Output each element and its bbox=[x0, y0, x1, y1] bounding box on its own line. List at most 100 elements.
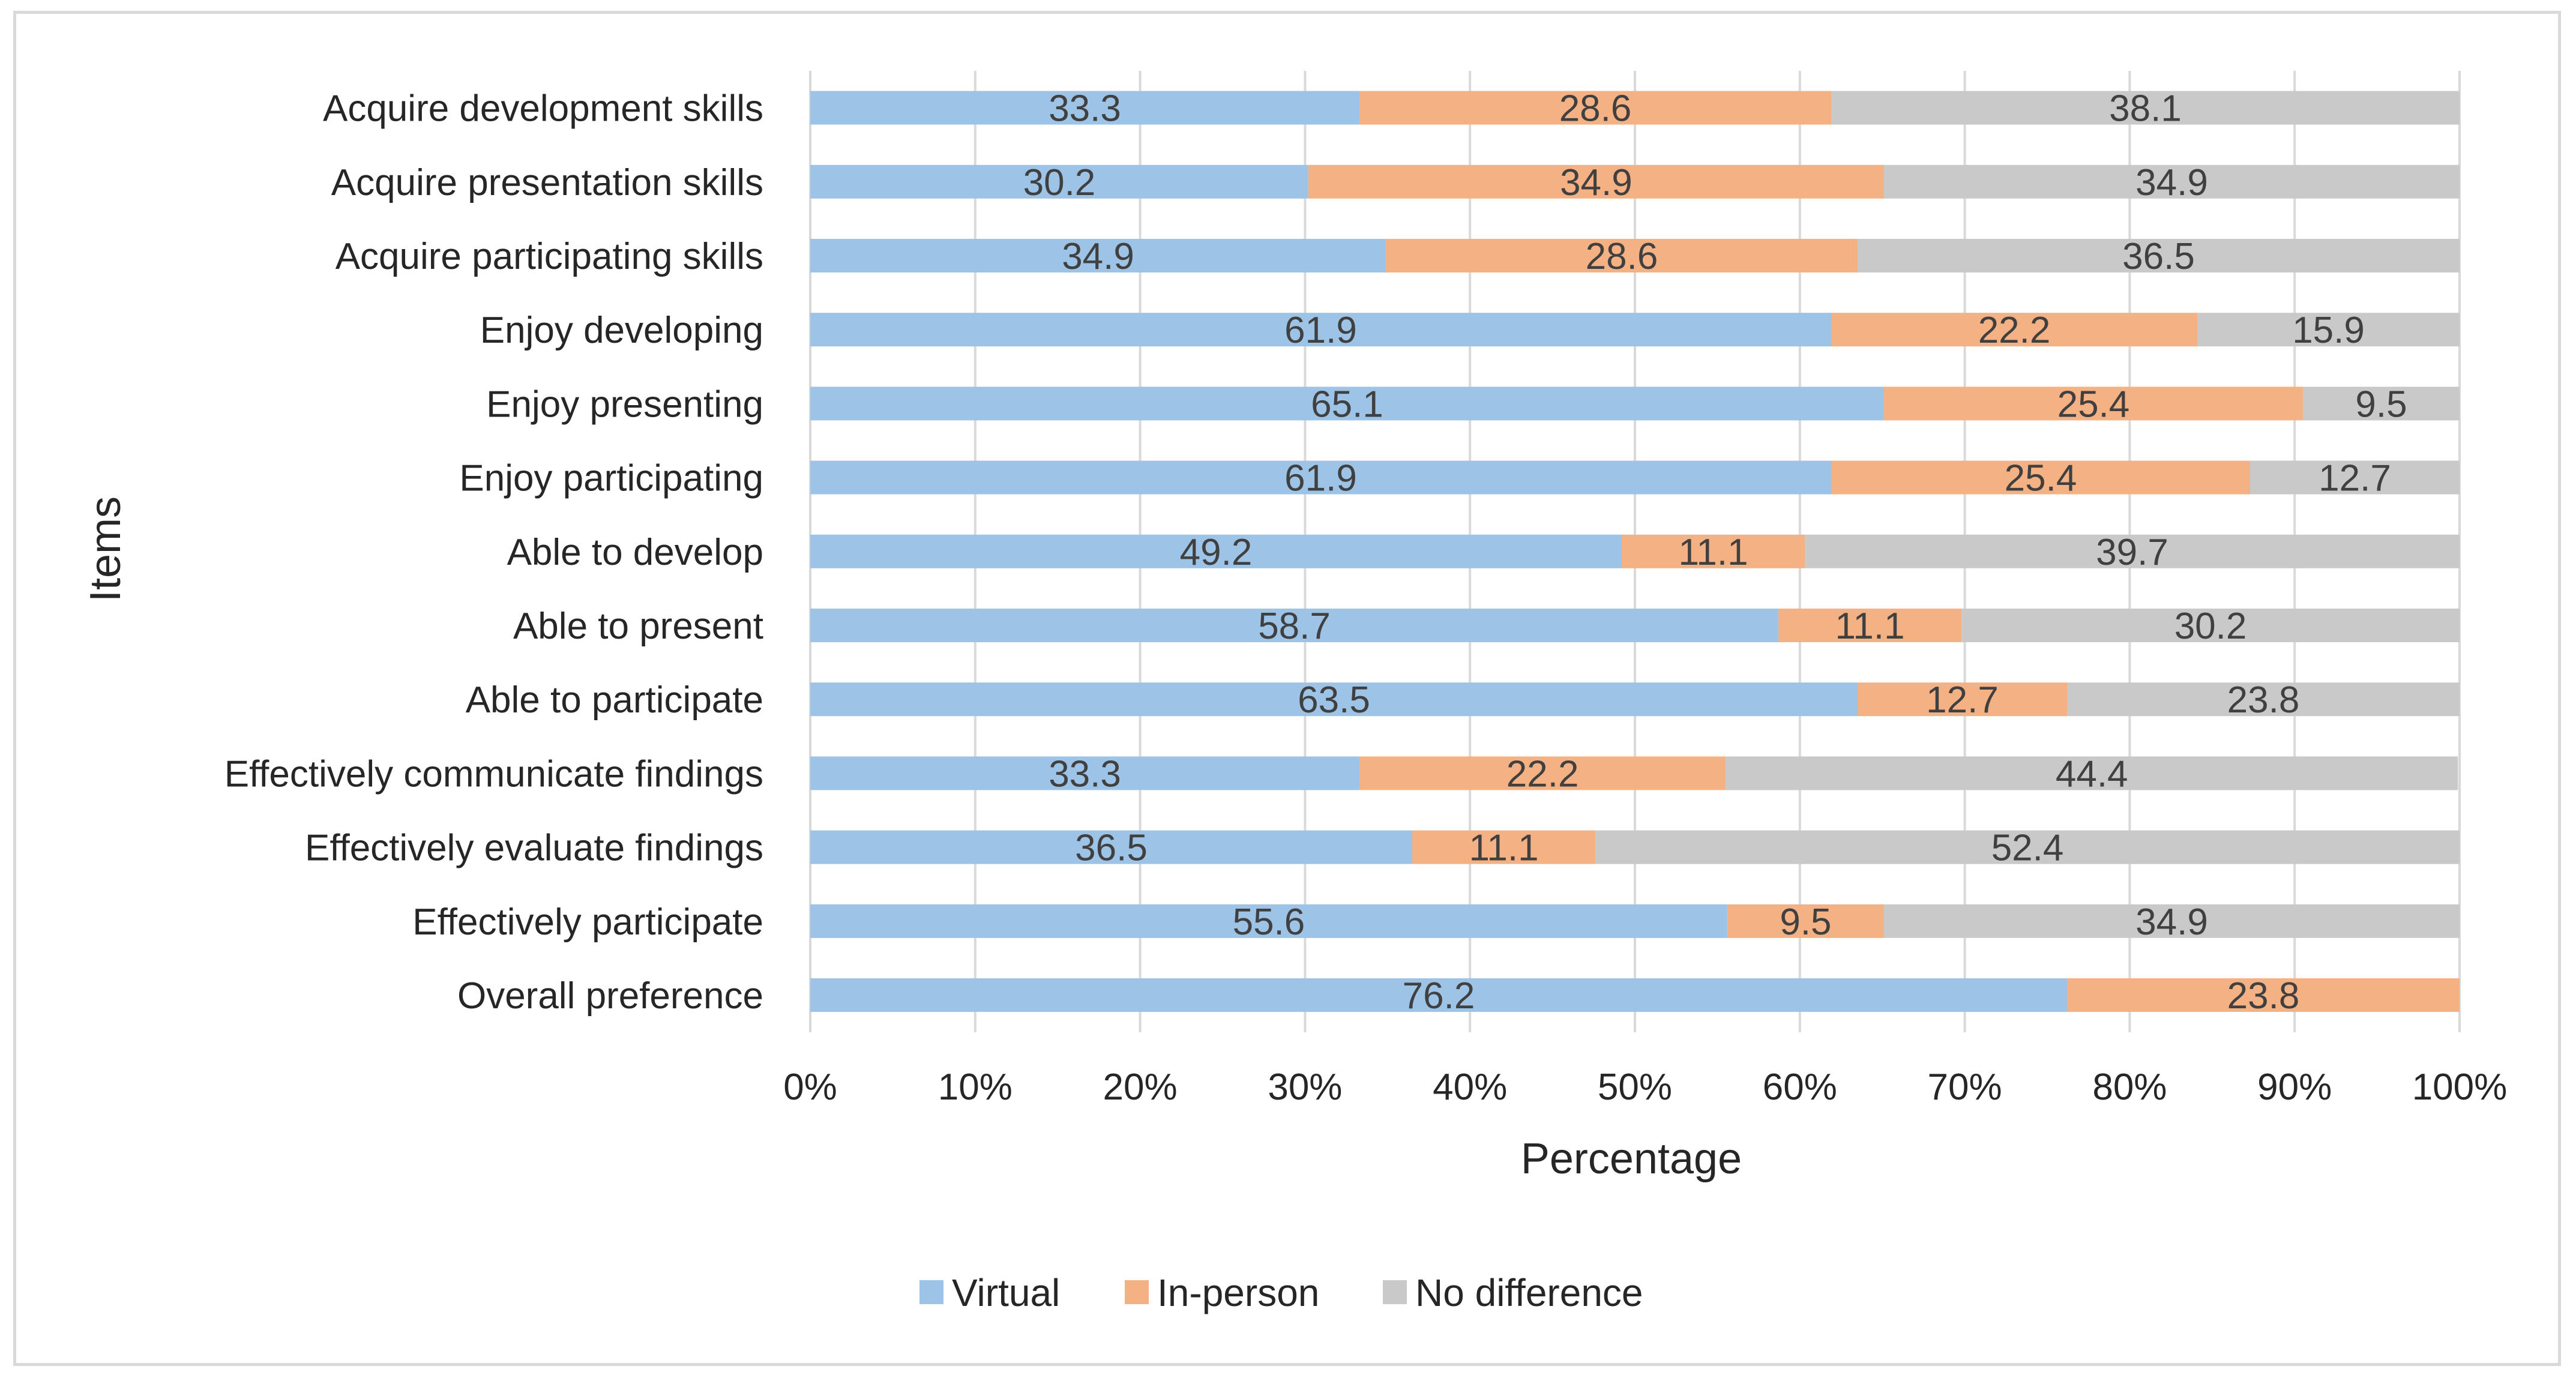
bar-segment-virtual bbox=[810, 387, 1884, 421]
x-tick-label: 20% bbox=[1103, 1067, 1178, 1108]
bar-value-label: 28.6 bbox=[1559, 88, 1632, 130]
category-label: Effectively communicate findings bbox=[224, 753, 763, 795]
y-axis-title: Items bbox=[82, 496, 130, 602]
bar-value-label: 34.9 bbox=[1062, 236, 1134, 277]
bar-segment-in-person bbox=[1831, 313, 2198, 347]
bar-value-label: 11.1 bbox=[1678, 532, 1748, 573]
legend-swatch bbox=[1125, 1280, 1149, 1304]
category-label: Acquire development skills bbox=[323, 88, 763, 130]
bar-segment-no-difference bbox=[1857, 239, 2460, 272]
category-label: Able to develop bbox=[507, 532, 763, 573]
category-label: Overall preference bbox=[457, 975, 763, 1017]
bar-value-label: 12.7 bbox=[1926, 679, 1999, 721]
bar-value-label: 15.9 bbox=[2292, 310, 2365, 351]
bar-segment-in-person bbox=[1778, 609, 1962, 642]
bar-value-label: 28.6 bbox=[1586, 236, 1658, 277]
bar-segment-in-person bbox=[1883, 387, 2303, 421]
bar-value-label: 36.5 bbox=[2122, 236, 2195, 277]
bar-segment-in-person bbox=[2066, 978, 2460, 1012]
bar-value-label: 9.5 bbox=[1780, 901, 1831, 943]
legend: Virtual In-person No difference bbox=[919, 1271, 1643, 1314]
bar-value-label: 25.4 bbox=[2005, 458, 2077, 499]
bar-segment-in-person bbox=[1412, 830, 1596, 864]
bar-segment-virtual bbox=[810, 682, 1858, 717]
bar-segment-virtual bbox=[810, 313, 1832, 347]
bar-segment-no-difference bbox=[1883, 164, 2460, 199]
bar-value-label: 49.2 bbox=[1180, 532, 1253, 573]
bar-value-label: 44.4 bbox=[2056, 753, 2128, 795]
bar-value-label: 23.8 bbox=[2227, 975, 2300, 1017]
bar-segment-virtual bbox=[810, 460, 1832, 495]
category-label: Able to present bbox=[513, 606, 763, 647]
bar-segment-no-difference bbox=[2197, 313, 2460, 347]
x-tick-label: 60% bbox=[1763, 1067, 1837, 1108]
category-label: Acquire participating skills bbox=[336, 236, 763, 277]
bar-value-label: 33.3 bbox=[1049, 753, 1121, 795]
bar-value-label: 11.1 bbox=[1835, 606, 1905, 647]
bar-value-label: 12.7 bbox=[2319, 458, 2391, 499]
bar-segment-no-difference bbox=[2066, 682, 2460, 717]
legend-label: No difference bbox=[1415, 1271, 1643, 1314]
bar-segment-virtual bbox=[810, 830, 1413, 864]
bar-value-label: 9.5 bbox=[2355, 384, 2407, 425]
bar-value-label: 76.2 bbox=[1403, 975, 1475, 1017]
bar-segment-virtual bbox=[810, 164, 1308, 199]
bar-value-label: 25.4 bbox=[2057, 384, 2130, 425]
bar-segment-in-person bbox=[1831, 460, 2251, 495]
bar-value-label: 58.7 bbox=[1258, 606, 1331, 647]
bar-segment-in-person bbox=[1359, 756, 1726, 790]
bar-segment-in-person bbox=[1857, 682, 2067, 717]
bar-labels: 33.3 28.6 38.1 30.2 34.9 34.9 34.9 28.6 36.5 61.9… bbox=[1023, 88, 2407, 1017]
x-tick-label: 70% bbox=[1928, 1067, 2002, 1108]
bar-value-label: 23.8 bbox=[2227, 679, 2300, 721]
x-tick-label: 100% bbox=[2412, 1067, 2508, 1108]
bar-segment-virtual bbox=[810, 756, 1360, 790]
bar-segment-no-difference bbox=[1883, 904, 2460, 938]
bar-segment-no-difference bbox=[1831, 91, 2460, 125]
bar-value-label: 52.4 bbox=[1991, 828, 2064, 869]
bar-value-label: 61.9 bbox=[1284, 310, 1357, 351]
x-tick-label: 80% bbox=[2092, 1067, 2167, 1108]
bar-segment-virtual bbox=[810, 239, 1386, 272]
category-label: Enjoy presenting bbox=[486, 384, 763, 425]
bar-segment-virtual bbox=[810, 91, 1360, 125]
legend-swatch bbox=[919, 1280, 943, 1304]
x-tick-label: 30% bbox=[1268, 1067, 1342, 1108]
bar-value-label: 55.6 bbox=[1233, 901, 1305, 943]
category-label: Able to participate bbox=[466, 679, 763, 721]
bar-segment-no-difference bbox=[1726, 756, 2458, 790]
category-label: Acquire presentation skills bbox=[331, 162, 763, 203]
bar-segment-in-person bbox=[1359, 91, 1832, 125]
bar-segment-in-person bbox=[1727, 904, 1884, 938]
bar-segment-in-person bbox=[1308, 164, 1884, 199]
bar-segment-virtual bbox=[810, 609, 1779, 642]
bar-value-label: 36.5 bbox=[1075, 828, 1148, 869]
legend-label: Virtual bbox=[952, 1271, 1060, 1314]
bar-segment-no-difference bbox=[2250, 460, 2460, 495]
bar-segment-virtual bbox=[810, 978, 2067, 1012]
x-tick-label: 50% bbox=[1598, 1067, 1672, 1108]
bar-value-label: 22.2 bbox=[1978, 310, 2051, 351]
bar-value-label: 34.9 bbox=[2135, 901, 2208, 943]
bar-segment-in-person bbox=[1622, 534, 1805, 568]
bar-value-label: 33.3 bbox=[1049, 88, 1121, 130]
bar-value-label: 30.2 bbox=[1023, 162, 1096, 203]
bar-segment-virtual bbox=[810, 904, 1727, 938]
category-labels: Acquire development skills Acquire presen… bbox=[224, 88, 763, 1017]
x-tick-label: 40% bbox=[1433, 1067, 1507, 1108]
bar-value-label: 22.2 bbox=[1506, 753, 1579, 795]
category-label: Effectively participate bbox=[412, 901, 763, 943]
bars bbox=[810, 91, 2460, 1012]
bar-segment-no-difference bbox=[2302, 387, 2460, 421]
x-tick-label: 10% bbox=[938, 1067, 1013, 1108]
category-label: Enjoy developing bbox=[480, 310, 763, 351]
bar-value-label: 30.2 bbox=[2174, 606, 2247, 647]
bar-segment-no-difference bbox=[1595, 830, 2460, 864]
legend-swatch bbox=[1383, 1280, 1407, 1304]
bar-value-label: 65.1 bbox=[1311, 384, 1383, 425]
x-axis-title: Percentage bbox=[1521, 1135, 1742, 1183]
category-label: Effectively evaluate findings bbox=[305, 828, 763, 869]
bar-value-label: 34.9 bbox=[1560, 162, 1633, 203]
bar-value-label: 11.1 bbox=[1469, 828, 1538, 869]
